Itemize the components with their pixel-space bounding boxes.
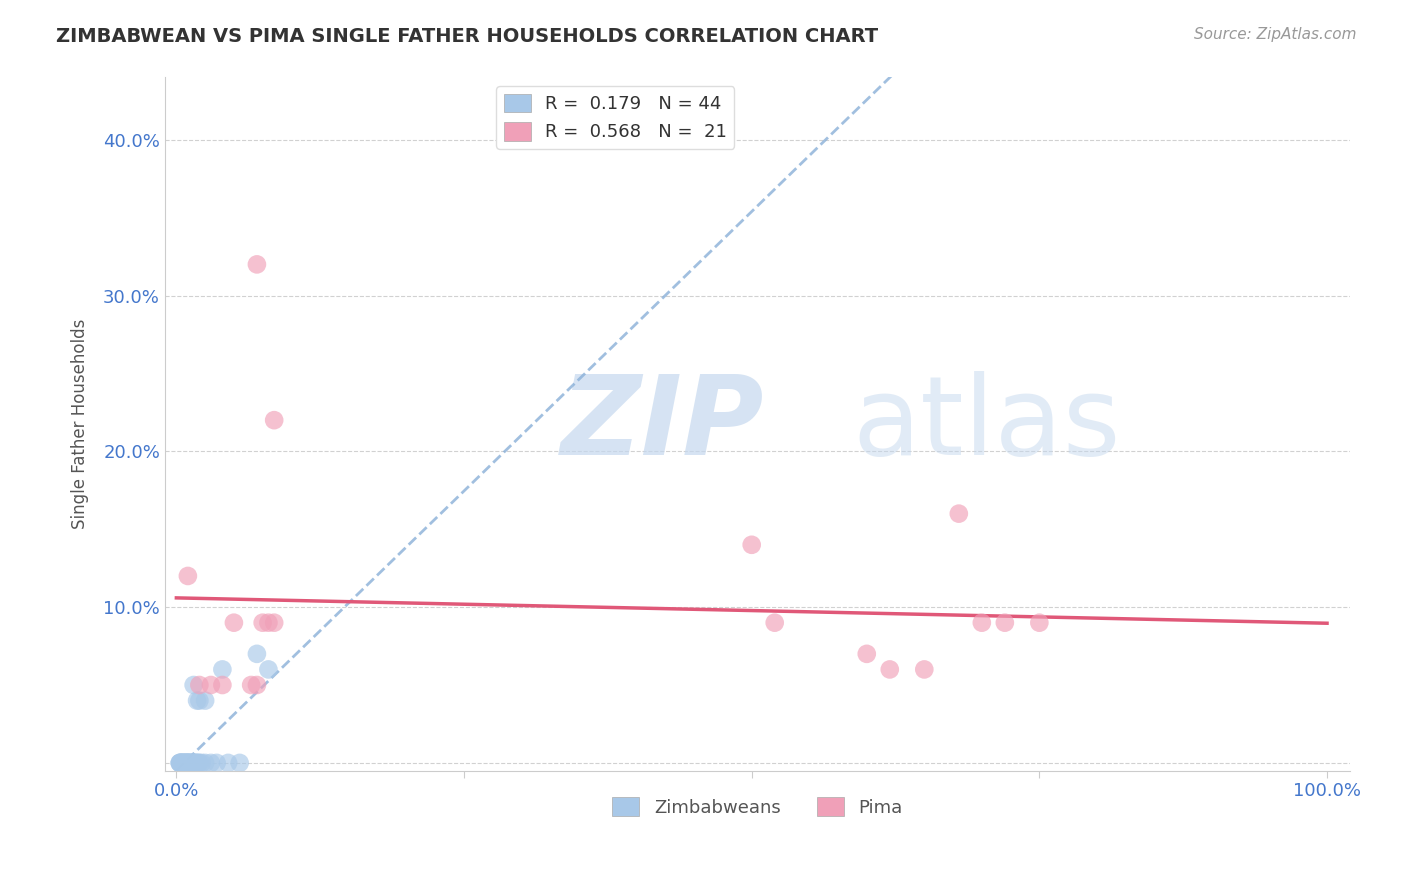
Point (172, 756, 194, 770)
Point (174, 756, 197, 770)
Point (186, 756, 208, 770)
Point (263, 615, 285, 630)
Point (263, 413, 285, 427)
Point (169, 756, 191, 770)
Point (228, 756, 250, 770)
Point (257, 615, 280, 630)
Point (194, 756, 217, 770)
Y-axis label: Single Father Households: Single Father Households (72, 318, 89, 529)
Point (184, 756, 207, 770)
Point (912, 662, 935, 676)
Point (190, 756, 212, 770)
Point (763, 615, 786, 630)
Point (169, 756, 191, 770)
Point (246, 647, 269, 661)
Point (994, 615, 1017, 630)
Point (879, 662, 901, 676)
Point (948, 507, 970, 521)
Point (177, 756, 200, 770)
Point (741, 538, 763, 552)
Point (183, 756, 205, 770)
Point (172, 756, 194, 770)
Point (181, 756, 204, 770)
Point (180, 756, 202, 770)
Point (200, 756, 222, 770)
Point (183, 756, 205, 770)
Point (187, 756, 209, 770)
Point (188, 756, 211, 770)
Point (188, 678, 211, 692)
Point (179, 756, 201, 770)
Point (170, 756, 193, 770)
Point (169, 756, 191, 770)
Point (222, 615, 245, 630)
Point (240, 678, 263, 692)
Point (184, 756, 207, 770)
Point (176, 756, 198, 770)
Point (246, 257, 269, 271)
Point (257, 662, 280, 676)
Point (173, 756, 195, 770)
Point (252, 615, 274, 630)
Point (970, 615, 993, 630)
Point (174, 756, 197, 770)
Text: Source: ZipAtlas.com: Source: ZipAtlas.com (1194, 27, 1357, 42)
Text: ZIP: ZIP (561, 370, 765, 477)
Point (188, 693, 211, 707)
Point (172, 756, 194, 770)
Point (181, 756, 204, 770)
Point (176, 756, 198, 770)
Point (177, 756, 200, 770)
Point (217, 756, 239, 770)
Point (186, 693, 208, 707)
Point (177, 756, 200, 770)
Point (173, 756, 195, 770)
Point (179, 756, 201, 770)
Point (194, 693, 217, 707)
Point (177, 756, 200, 770)
Text: ZIMBABWEAN VS PIMA SINGLE FATHER HOUSEHOLDS CORRELATION CHART: ZIMBABWEAN VS PIMA SINGLE FATHER HOUSEHO… (56, 27, 879, 45)
Point (205, 756, 228, 770)
Text: atlas: atlas (852, 370, 1121, 477)
Point (183, 678, 205, 692)
Point (855, 647, 877, 661)
Point (211, 678, 233, 692)
Point (246, 678, 269, 692)
Point (177, 569, 200, 583)
Point (172, 756, 194, 770)
Point (211, 662, 233, 676)
Point (200, 678, 222, 692)
Legend: Zimbabweans, Pima: Zimbabweans, Pima (605, 790, 910, 824)
Point (170, 756, 193, 770)
Point (1028, 615, 1050, 630)
